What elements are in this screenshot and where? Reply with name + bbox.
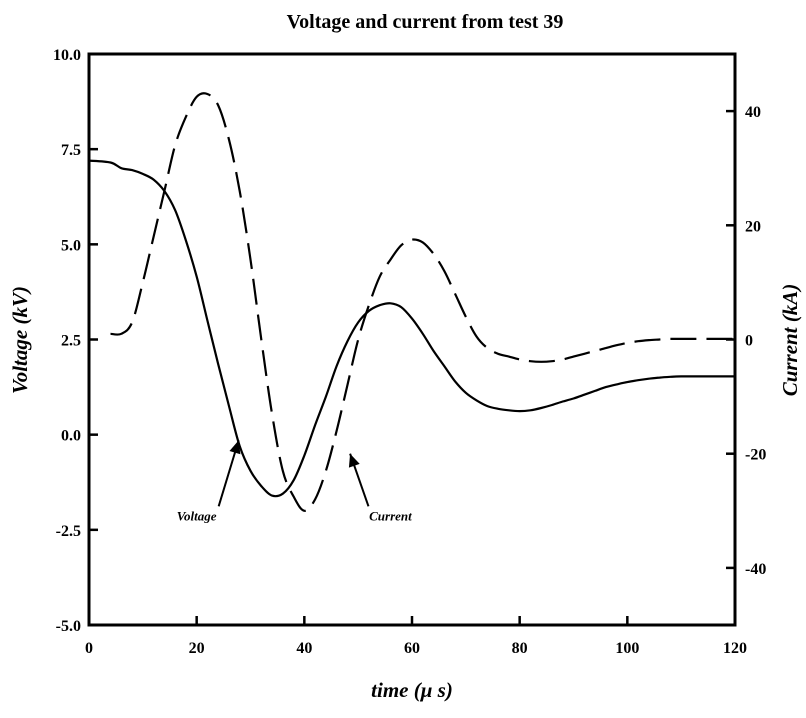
y-left-tick-label: -2.5 bbox=[56, 523, 81, 540]
x-tick-label: 80 bbox=[512, 640, 528, 657]
annotation-voltage-arrowhead bbox=[229, 440, 241, 455]
y-right-tick-label: -40 bbox=[745, 561, 766, 578]
y-left-tick-label: 10.0 bbox=[53, 47, 81, 64]
annotations-layer: Voltage Current bbox=[177, 440, 412, 523]
y-right-tick-label: 40 bbox=[745, 104, 761, 121]
y-axis-left-label: Voltage (kV) bbox=[8, 286, 32, 394]
y-left-tick-label: 0.0 bbox=[61, 428, 81, 445]
series-layer bbox=[88, 92, 735, 512]
x-axis-label: time (μ s) bbox=[371, 678, 453, 702]
y-left-tick-label: 2.5 bbox=[61, 333, 81, 350]
x-tick-label: 100 bbox=[615, 640, 639, 657]
chart-title: Voltage and current from test 39 bbox=[287, 11, 564, 33]
series-line-current bbox=[110, 92, 735, 512]
y-left-tick-label: 5.0 bbox=[61, 237, 81, 254]
x-tick-label: 20 bbox=[189, 640, 205, 657]
y-right-tick-label: -20 bbox=[745, 447, 766, 464]
y-axis-right-label: Current (kA) bbox=[778, 284, 802, 397]
plot-frame bbox=[87, 52, 737, 627]
x-tick-label: 60 bbox=[404, 640, 420, 657]
y-left-tick-label: 7.5 bbox=[61, 142, 81, 159]
annotation-current-arrowhead bbox=[348, 453, 360, 468]
x-tick-label: 0 bbox=[85, 640, 93, 657]
annotation-voltage-label: Voltage bbox=[177, 508, 217, 523]
x-tick-label: 120 bbox=[723, 640, 747, 657]
y-right-tick-label: 20 bbox=[745, 218, 761, 235]
annotation-current-label: Current bbox=[369, 508, 412, 523]
x-tick-label: 40 bbox=[296, 640, 312, 657]
y-right-tick-label: 0 bbox=[745, 333, 753, 350]
y-left-tick-label: -5.0 bbox=[56, 618, 81, 635]
series-line-voltage bbox=[88, 159, 735, 498]
ticks-layer: 0 20 40 60 80 100 120 10.0 7.5 5.0 2.5 0.0 -2.5 -5.0 4… bbox=[53, 47, 766, 657]
